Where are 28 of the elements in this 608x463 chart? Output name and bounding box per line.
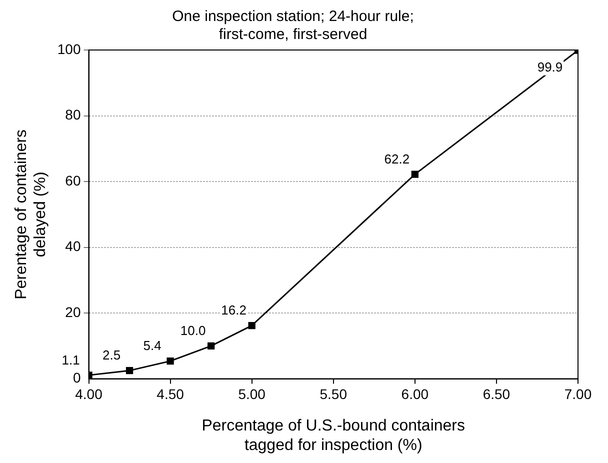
point	[207, 342, 215, 350]
y-tick-label: 40	[65, 238, 81, 254]
y-tick-label: 0	[72, 370, 81, 386]
point	[126, 367, 134, 374]
x-tick-label: 7.00	[564, 386, 592, 402]
x-tick-label: 6.50	[482, 386, 510, 402]
y-tick-label: 80	[65, 106, 81, 123]
data-label: 5.4	[143, 338, 162, 354]
x-tick-label: 5.00	[238, 386, 266, 402]
data-label: 62.2	[384, 151, 410, 166]
x-tick-label: 6.00	[401, 386, 429, 402]
data-label: 2.5	[102, 348, 121, 363]
data-label: 16.2	[221, 302, 246, 318]
y-tick-label: 100	[57, 40, 81, 57]
y-tick-label: 60	[65, 172, 81, 188]
point	[166, 357, 174, 365]
x-tick-label: 4.00	[75, 386, 103, 402]
x-tick-label: 5.50	[320, 386, 348, 402]
data-label: 10.0	[180, 323, 206, 338]
y-axis-title: Perentage of containers delayed (%)	[13, 129, 50, 300]
data-label: 99.9	[537, 59, 563, 74]
x-axis-title: Percentage of U.S.-bound containers tagged for inspection (%)	[202, 418, 466, 454]
chart-title: One inspection station; 24-hour rule; first-come, first-served	[172, 8, 414, 44]
x-tick-label: 4.50	[156, 386, 184, 402]
point	[411, 170, 418, 178]
y-tick-label: 20	[65, 304, 81, 320]
point	[248, 322, 256, 330]
data-label: 1.1	[62, 352, 80, 368]
